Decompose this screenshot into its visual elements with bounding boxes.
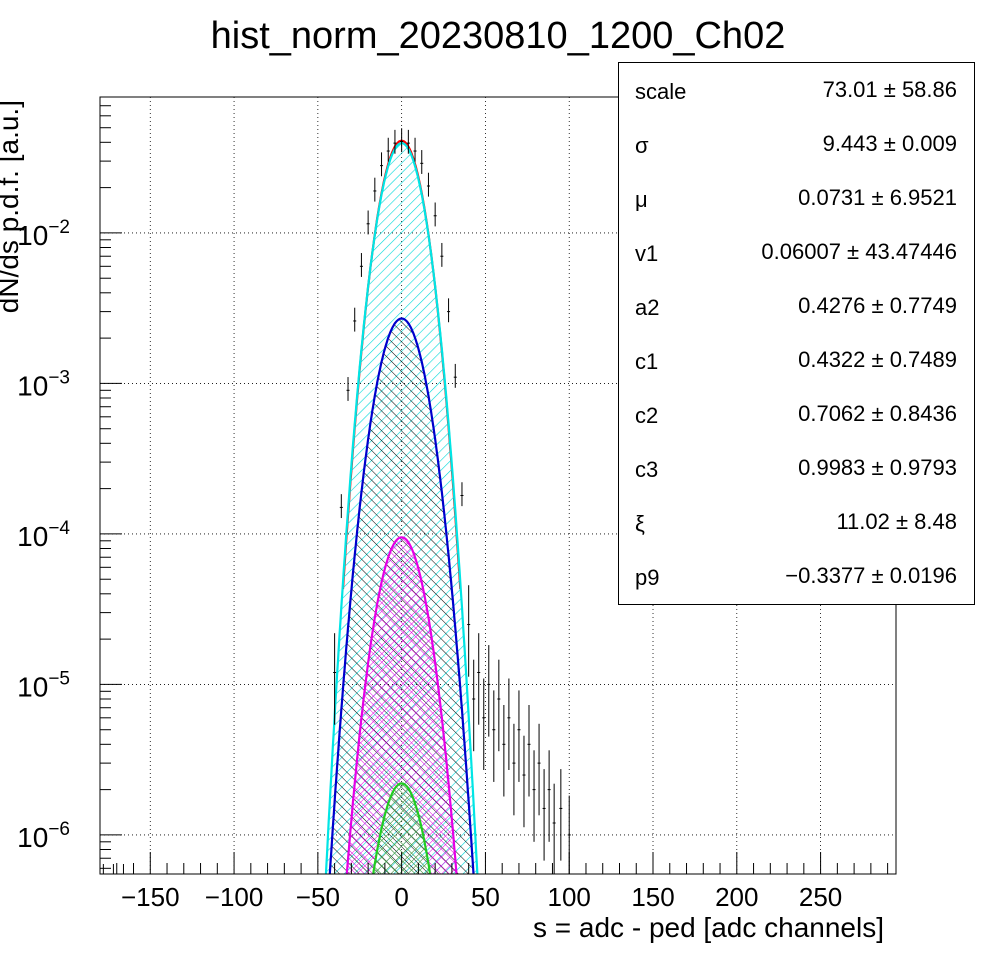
stat-name: c2 [635, 403, 659, 428]
x-tick-label: −150 [121, 882, 180, 912]
stat-row: c3 0.9983 ± 0.9793 [619, 441, 974, 495]
stat-name: ξ [635, 511, 645, 536]
stat-value: 9.443 ± 0.009 [822, 131, 957, 156]
x-tick-label: −50 [296, 882, 340, 912]
axes: −150 −100 −50 0 50 100 150 200 250 10−6 10−5 10−4 10… [17, 96, 889, 912]
stat-value: 0.0731 ± 6.9521 [798, 185, 957, 210]
stat-value: 73.01 ± 58.86 [822, 77, 957, 102]
stat-name: σ [635, 133, 649, 158]
stat-name: c1 [635, 349, 659, 374]
stat-row: p9 −0.3377 ± 0.0196 [619, 549, 974, 603]
chart-title: hist_norm_20230810_1200_Ch02 [211, 15, 786, 57]
stat-name: v1 [635, 241, 659, 266]
fit-curve-4 [372, 782, 432, 874]
stat-value: 0.4322 ± 0.7489 [798, 347, 957, 372]
stat-value: −0.3377 ± 0.0196 [785, 563, 957, 588]
plot-area [102, 128, 571, 874]
stat-name: c3 [635, 457, 659, 482]
y-tick-label: 10−6 [17, 819, 70, 853]
curve-fill-3 [346, 537, 457, 874]
x-tick-label: 100 [548, 882, 591, 912]
stat-row: v1 0.06007 ± 43.47446 [619, 225, 974, 279]
x-tick-label: 250 [799, 882, 842, 912]
stat-value: 11.02 ± 8.48 [836, 509, 957, 534]
stat-value: 0.9983 ± 0.9793 [798, 455, 957, 480]
y-axis-label: dN/ds p.d.f. [a.u.] [0, 100, 24, 313]
stat-name: μ [635, 187, 648, 212]
stat-row: ξ 11.02 ± 8.48 [619, 495, 974, 549]
stat-name: a2 [635, 295, 660, 320]
stat-row: c1 0.4322 ± 0.7489 [619, 333, 974, 387]
x-tick-label: −100 [205, 882, 264, 912]
x-tick-label: 50 [471, 882, 500, 912]
curve-fill-4 [371, 783, 432, 874]
stat-name: scale [635, 79, 687, 104]
x-axis-label: s = adc - ped [adc channels] [533, 912, 884, 943]
stat-value: 0.4276 ± 0.7749 [798, 293, 957, 318]
x-tick-label: 200 [715, 882, 758, 912]
fit-curve-3 [345, 536, 458, 874]
fit-stats-box: scale 73.01 ± 58.86 σ 9.443 ± 0.009 μ 0.0731 … [618, 62, 975, 605]
y-tick-label: 10−3 [17, 367, 70, 401]
y-tick-label: 10−4 [17, 518, 70, 552]
stat-row: c2 0.7062 ± 0.8436 [619, 387, 974, 441]
x-tick-label: 150 [631, 882, 674, 912]
fit-curve-2 [328, 317, 475, 874]
y-tick-label: 10−5 [17, 668, 70, 702]
stat-value: 0.06007 ± 43.47446 [761, 239, 957, 264]
x-tick-label: 0 [394, 882, 408, 912]
stat-row: scale 73.01 ± 58.86 [619, 63, 974, 117]
y-tick-label: 10−2 [17, 217, 70, 251]
stat-row: a2 0.4276 ± 0.7749 [619, 279, 974, 333]
stat-row: σ 9.443 ± 0.009 [619, 117, 974, 171]
stat-value: 0.7062 ± 0.8436 [798, 401, 957, 426]
stat-row: μ 0.0731 ± 6.9521 [619, 171, 974, 225]
stat-name: p9 [635, 565, 660, 590]
